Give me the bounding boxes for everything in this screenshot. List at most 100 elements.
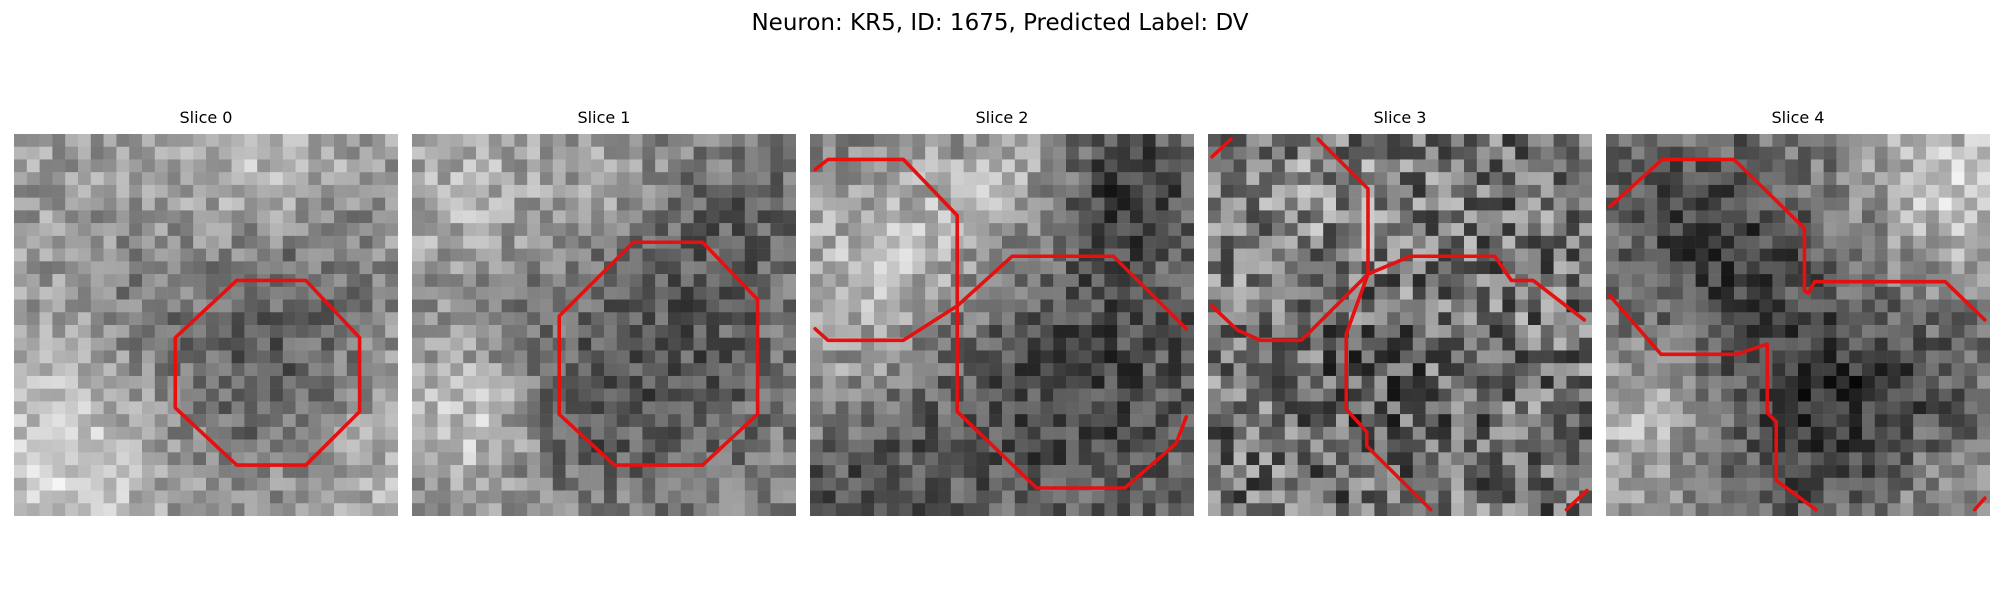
pixel-cell <box>1142 375 1156 389</box>
pixel-cell <box>1708 248 1722 262</box>
pixel-cell <box>1002 223 1016 237</box>
pixel-cell <box>912 197 926 211</box>
pixel-cell <box>334 299 348 313</box>
pixel-cell <box>757 134 771 147</box>
pixel-cell <box>1810 452 1824 466</box>
pixel-cell <box>565 134 579 147</box>
pixel-cell <box>1246 159 1260 173</box>
pixel-cell <box>629 134 643 147</box>
pixel-cell <box>925 503 939 516</box>
pixel-cell <box>668 299 682 313</box>
pixel-cell <box>1862 146 1876 160</box>
pixel-cell <box>565 363 579 377</box>
pixel-cell <box>1579 223 1592 237</box>
pixel-cell <box>1130 503 1144 516</box>
pixel-cell <box>1644 197 1658 211</box>
pixel-cell <box>527 312 541 326</box>
pixel-cell <box>1272 375 1286 389</box>
pixel-cell <box>886 363 900 377</box>
pixel-cell <box>412 312 426 326</box>
pixel-cell <box>1502 414 1516 428</box>
pixel-cell <box>1361 490 1375 504</box>
pixel-cell <box>1900 452 1914 466</box>
pixel-cell <box>822 235 836 249</box>
pixel-cell <box>848 172 862 186</box>
pixel-cell <box>1053 146 1067 160</box>
pixel-cell <box>412 299 426 313</box>
pixel-cell <box>412 363 426 377</box>
pixel-cell <box>282 261 296 275</box>
pixel-cell <box>578 325 592 338</box>
pixel-cell <box>39 465 53 479</box>
pixel-cell <box>1142 184 1156 198</box>
pixel-cell <box>1336 159 1350 173</box>
pixel-cell <box>719 414 733 428</box>
pixel-cell <box>1682 401 1696 415</box>
pixel-cell <box>1078 439 1092 453</box>
pixel-cell <box>874 184 888 198</box>
pixel-cell <box>463 159 477 173</box>
pixel-cell <box>822 452 836 466</box>
pixel-cell <box>26 401 40 415</box>
pixel-cell <box>1836 299 1850 313</box>
pixel-cell <box>899 439 913 453</box>
pixel-cell <box>732 172 746 186</box>
pixel-cell <box>886 375 900 389</box>
pixel-cell <box>167 261 181 275</box>
pixel-cell <box>848 363 862 377</box>
pixel-cell <box>514 197 528 211</box>
pixel-cell <box>1412 465 1426 479</box>
pixel-cell <box>359 210 373 224</box>
pixel-cell <box>1759 248 1773 262</box>
pixel-cell <box>1810 375 1824 389</box>
pixel-cell <box>783 261 796 275</box>
pixel-cell <box>874 452 888 466</box>
pixel-cell <box>282 439 296 453</box>
pixel-cell <box>822 172 836 186</box>
pixel-cell <box>1489 439 1503 453</box>
pixel-cell <box>154 363 168 377</box>
pixel-cell <box>1412 286 1426 300</box>
pixel-cell <box>1926 146 1940 160</box>
pixel-cell <box>1540 299 1554 313</box>
pixel-cell <box>565 261 579 275</box>
pixel-cell <box>1553 477 1567 491</box>
pixel-cell <box>1900 312 1914 326</box>
contour-line <box>813 157 959 343</box>
pixel-cell <box>1874 172 1888 186</box>
pixel-cell <box>103 172 117 186</box>
pixel-grid <box>14 134 398 516</box>
pixel-cell <box>346 146 360 160</box>
pixel-cell <box>1476 439 1490 453</box>
pixel-cell <box>1387 426 1401 440</box>
pixel-cell <box>1964 134 1978 147</box>
pixel-cell <box>514 172 528 186</box>
pixel-cell <box>501 248 515 262</box>
pixel-cell <box>244 490 258 504</box>
pixel-cell <box>1502 350 1516 364</box>
pixel-cell <box>757 286 771 300</box>
pixel-cell <box>1553 223 1567 237</box>
pixel-cell <box>1913 414 1927 428</box>
pixel-cell <box>1951 248 1965 262</box>
pixel-cell <box>231 477 245 491</box>
pixel-cell <box>578 503 592 516</box>
pixel-cell <box>476 134 490 147</box>
pixel-cell <box>167 197 181 211</box>
pixel-cell <box>1695 414 1709 428</box>
pixel-cell <box>142 172 156 186</box>
pixel-cell <box>1181 261 1194 275</box>
pixel-cell <box>629 146 643 160</box>
pixel-cell <box>1142 325 1156 338</box>
pixel-cell <box>206 337 220 351</box>
pixel-cell <box>1540 274 1554 288</box>
pixel-cell <box>1297 299 1311 313</box>
pixel-cell <box>1862 299 1876 313</box>
pixel-cell <box>1014 197 1028 211</box>
pixel-cell <box>655 465 669 479</box>
pixel-cell <box>1964 490 1978 504</box>
pixel-cell <box>693 197 707 211</box>
pixel-cell <box>719 274 733 288</box>
pixel-cell <box>1476 235 1490 249</box>
pixel-cell <box>693 375 707 389</box>
